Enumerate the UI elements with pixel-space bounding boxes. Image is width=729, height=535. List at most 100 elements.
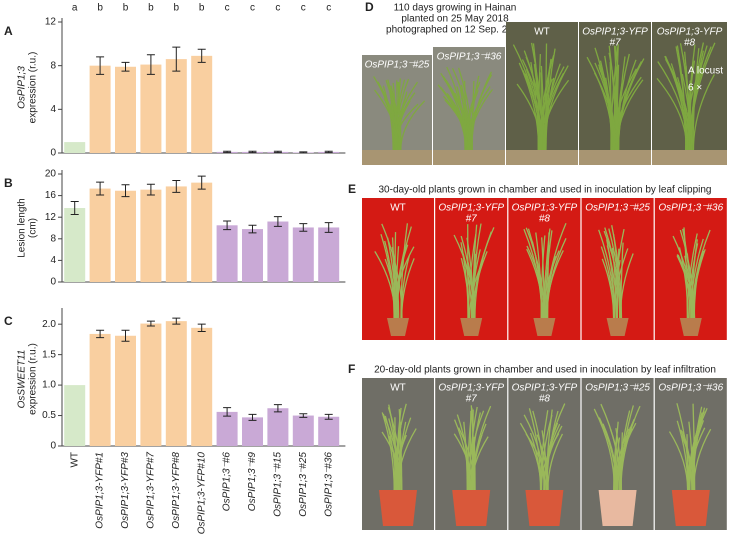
error-bar: [121, 329, 130, 342]
plant-leaf: [689, 420, 705, 491]
plant-leaf: [465, 88, 490, 151]
bar: [267, 221, 289, 282]
significance-letter: b: [97, 3, 103, 14]
bar: [140, 323, 162, 446]
y-axis-label: Lesion length: [17, 198, 28, 258]
bar: [216, 225, 238, 282]
panel-letter: D: [365, 0, 374, 14]
plant-leaf: [400, 223, 409, 319]
plant-leaf: [377, 81, 399, 151]
photo-label: #8: [684, 38, 696, 49]
error-bar: [223, 150, 232, 154]
bar: [191, 182, 213, 282]
bar: [64, 142, 86, 153]
plant-leaf: [601, 258, 615, 319]
bar: [191, 55, 213, 153]
plant-leaf: [468, 89, 493, 151]
photo-title: planted on 25 May 2018: [401, 14, 509, 25]
y-tick-label: 8: [50, 60, 56, 71]
error-bar: [299, 223, 308, 232]
plant-leaf: [440, 72, 467, 151]
x-tick-label: OsPIP1;3⁻#6: [222, 452, 233, 512]
photo-floor: [506, 150, 578, 165]
photo-floor: [362, 150, 432, 165]
plant-leaf: [460, 257, 470, 319]
plant-leaf: [400, 100, 426, 151]
plant-leaf: [687, 411, 705, 491]
significance-letter: b: [148, 3, 154, 14]
bar: [242, 417, 263, 446]
bar: [318, 416, 340, 446]
error-bar: [324, 413, 333, 420]
error-bar: [273, 404, 282, 413]
pot: [679, 318, 702, 336]
plant-leaf: [392, 82, 398, 151]
x-tick-label: WT: [69, 452, 80, 468]
significance-letter: c: [250, 3, 255, 14]
pot: [533, 318, 556, 336]
plant-leaf: [542, 250, 560, 319]
plant-leaf: [602, 423, 618, 491]
photo-label: #7: [466, 214, 478, 225]
plant-leaf: [598, 229, 616, 319]
significance-letter: b: [199, 3, 205, 14]
pot: [452, 490, 491, 526]
plant-leaf: [521, 59, 546, 151]
x-tick-label: OsPIP1;3-YFP#1: [95, 452, 106, 529]
x-tick-label: OsPIP1;3-YFP#3: [120, 452, 131, 529]
annotation: 6 ×: [688, 83, 702, 94]
bar: [165, 321, 187, 446]
x-tick-label: OsPIP1;3-YFP#10: [196, 452, 207, 535]
plant-leaf: [540, 410, 549, 491]
photo-floor: [579, 150, 651, 165]
photo-label: #8: [539, 214, 551, 225]
bar: [165, 186, 187, 282]
bar: [64, 208, 86, 282]
plant-leaf: [688, 243, 699, 319]
error-bar: [172, 46, 181, 72]
bar: [267, 408, 289, 446]
y-tick-label: 4: [50, 255, 56, 266]
y-tick-label: 12: [45, 17, 57, 28]
plant-leaf: [545, 409, 553, 491]
error-bar: [96, 181, 105, 196]
plant-leaf: [608, 228, 622, 319]
error-bar: [223, 220, 232, 231]
photo-floor: [652, 150, 727, 165]
photo-label: OsPIP1;3⁻#25: [365, 60, 430, 71]
plant-leaf: [545, 222, 567, 319]
photo-label: OsPIP1;3-YFP: [657, 27, 723, 38]
plant-leaf: [381, 412, 395, 491]
plant-leaf: [439, 86, 469, 151]
panel-letter: C: [4, 314, 13, 328]
panel-letter: B: [4, 176, 13, 190]
pot: [598, 490, 637, 526]
error-bar: [172, 317, 181, 325]
photo-label: #7: [609, 38, 621, 49]
bar: [216, 411, 238, 446]
significance-letter: b: [123, 3, 129, 14]
significance-letter: c: [326, 3, 331, 14]
x-tick-label: OsPIP1;3-YFP#7: [146, 452, 157, 529]
panel-letter: F: [348, 362, 355, 376]
error-bar: [146, 54, 155, 75]
plant-leaf: [472, 224, 478, 319]
bar: [89, 65, 111, 153]
panel-letter: E: [348, 182, 356, 196]
plant-leaf: [690, 45, 708, 151]
y-axis-label: expression (r.u.): [28, 52, 39, 124]
plant-leaf: [536, 434, 549, 491]
error-bar: [146, 183, 155, 196]
y-tick-label: 4: [50, 104, 56, 115]
plant-leaf: [398, 409, 403, 491]
photo-label: WT: [534, 27, 550, 38]
annotation: A locust: [688, 66, 723, 77]
error-bar: [121, 184, 130, 198]
error-bar: [223, 407, 232, 417]
error-bar: [197, 323, 206, 332]
pot: [671, 490, 710, 526]
bar: [191, 327, 213, 446]
pot: [460, 318, 483, 336]
photo-label: OsPIP1;3-YFP: [582, 27, 648, 38]
photo-label: OsPIP1;3⁻#36: [658, 203, 723, 214]
